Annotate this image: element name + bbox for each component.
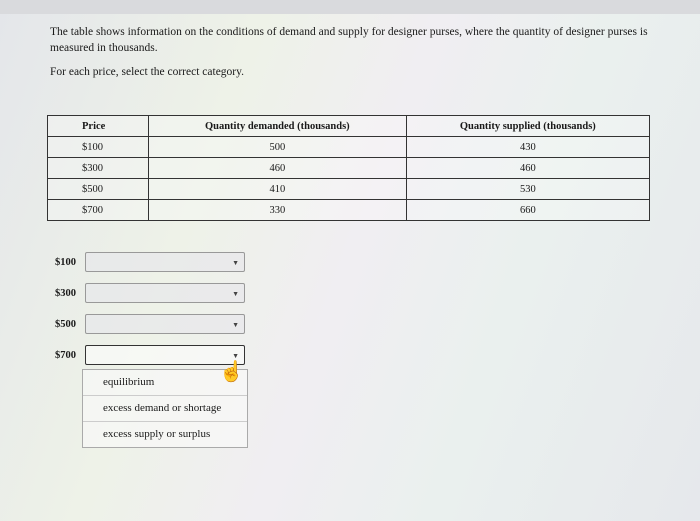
cell-price: $300 — [47, 157, 149, 179]
table-row: $100 500 430 — [47, 136, 651, 158]
cell-price: $500 — [47, 178, 149, 200]
cell-demanded: 410 — [148, 178, 407, 200]
header-price: Price — [47, 115, 149, 137]
top-bar — [0, 0, 700, 14]
table-row: $300 460 460 — [47, 157, 651, 179]
table-row: $700 330 660 — [47, 199, 651, 221]
cell-demanded: 330 — [148, 199, 407, 221]
category-select-100[interactable]: ▼ — [85, 252, 245, 272]
category-select-500[interactable]: ▼ — [85, 314, 245, 334]
cell-demanded: 500 — [148, 136, 407, 158]
cell-supplied: 460 — [405, 157, 651, 179]
answer-row-500: $500 ▼ — [55, 314, 245, 334]
chevron-down-icon: ▼ — [232, 352, 239, 360]
cell-supplied: 660 — [405, 199, 651, 221]
option-excess-demand[interactable]: excess demand or shortage — [83, 396, 247, 422]
chevron-down-icon: ▼ — [232, 321, 239, 329]
cell-demanded: 460 — [148, 157, 407, 179]
option-equilibrium[interactable]: equilibrium — [83, 370, 247, 396]
chevron-down-icon: ▼ — [232, 290, 239, 298]
answer-rows: $100 ▼ $300 ▼ $500 ▼ $700 ▼ — [55, 252, 245, 376]
option-excess-supply[interactable]: excess supply or surplus — [103, 428, 211, 440]
price-label: $300 — [55, 287, 76, 299]
category-select-700[interactable]: ▼ — [85, 345, 245, 365]
supply-demand-table: Price Quantity demanded (thousands) Quan… — [47, 115, 651, 221]
cell-supplied: 430 — [405, 136, 651, 158]
dropdown-menu: equilibrium excess demand or shortage ex… — [82, 369, 248, 448]
chevron-down-icon: ▼ — [232, 259, 239, 267]
answer-row-300: $300 ▼ — [55, 283, 245, 303]
answer-row-700: $700 ▼ — [55, 345, 245, 365]
cell-price: $700 — [47, 199, 149, 221]
price-label: $500 — [55, 318, 76, 330]
header-demanded: Quantity demanded (thousands) — [148, 115, 407, 137]
cell-supplied: 530 — [405, 178, 651, 200]
answer-row-100: $100 ▼ — [55, 252, 245, 272]
hand-pointer-icon: ☝ — [219, 361, 244, 383]
cell-price: $100 — [47, 136, 149, 158]
question-text: The table shows information on the condi… — [50, 24, 660, 88]
table-row: $500 410 530 — [47, 178, 651, 200]
category-select-300[interactable]: ▼ — [85, 283, 245, 303]
instruction-text: For each price, select the correct categ… — [50, 66, 245, 78]
header-supplied: Quantity supplied (thousands) — [405, 115, 651, 137]
table-header-row: Price Quantity demanded (thousands) Quan… — [47, 115, 651, 137]
intro-text: The table shows information on the condi… — [50, 26, 648, 54]
price-label: $700 — [55, 349, 76, 361]
price-label: $100 — [55, 256, 76, 268]
